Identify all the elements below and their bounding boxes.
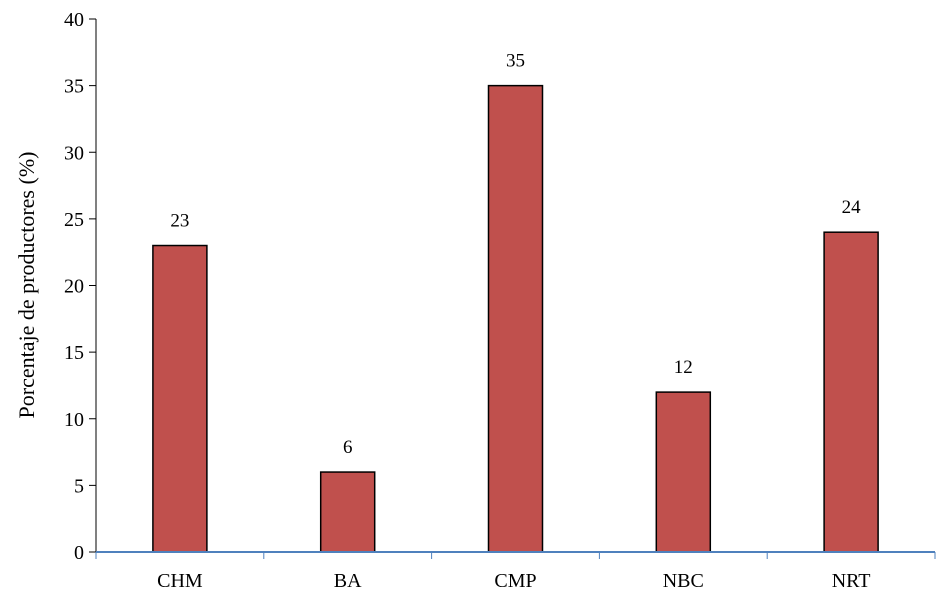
x-tick-label: NBC xyxy=(663,570,704,592)
bar-nbc xyxy=(656,392,710,552)
y-tick-label: 20 xyxy=(64,276,84,298)
bar-ba xyxy=(321,472,375,552)
bar-nrt xyxy=(824,232,878,552)
x-tick-label: NRT xyxy=(832,570,871,592)
x-tick-label: BA xyxy=(334,570,362,592)
y-tick-label: 35 xyxy=(64,76,84,98)
y-tick-label: 30 xyxy=(64,142,84,164)
x-tick-label: CMP xyxy=(494,570,536,592)
y-tick-label: 10 xyxy=(64,409,84,431)
bar-chm xyxy=(153,246,207,552)
y-tick-label: 40 xyxy=(64,9,84,31)
data-label: 24 xyxy=(842,197,862,218)
bar-cmp xyxy=(489,86,543,552)
y-tick-label: 25 xyxy=(64,209,84,231)
data-label: 12 xyxy=(674,357,693,378)
y-axis-title: Porcentaje de productores (%) xyxy=(14,152,39,419)
y-tick-label: 0 xyxy=(74,542,84,564)
x-tick-label: CHM xyxy=(157,570,203,592)
data-label: 23 xyxy=(170,211,189,232)
y-tick-label: 15 xyxy=(64,342,84,364)
data-label: 35 xyxy=(506,51,525,72)
y-tick-label: 5 xyxy=(74,475,84,497)
data-label: 6 xyxy=(343,437,353,458)
plot-area: 0 5 10 15 20 25 30 35 40 23 CHM 6 BA 35 CMP 12 NBC 24 NRT xyxy=(64,9,935,592)
